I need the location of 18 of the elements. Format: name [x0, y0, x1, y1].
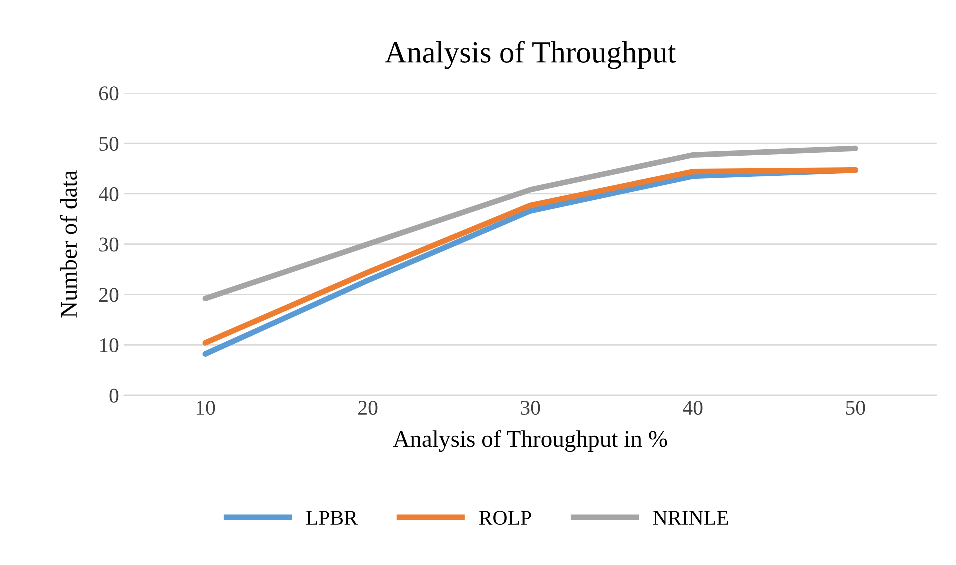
- y-tick-label: 40: [98, 187, 119, 202]
- y-tick-label: 50: [100, 136, 119, 152]
- y-tick-label: 0: [110, 388, 119, 403]
- y-tick-label: 60: [99, 86, 119, 101]
- legend-label: NRINLE: [654, 511, 728, 525]
- y-tick-label: 30: [100, 238, 119, 252]
- chart-title: Analysis of Throughput: [385, 41, 676, 70]
- x-tick-label: 40: [683, 400, 703, 416]
- legend-label: ROLP: [479, 511, 532, 526]
- x-tick-label: 30: [521, 400, 540, 416]
- x-axis-title: Analysis of Throughput in %: [393, 430, 668, 452]
- x-tick-label: 50: [846, 400, 866, 416]
- legend-label: LPBR: [306, 511, 358, 525]
- y-axis-title: Number of data: [60, 170, 78, 318]
- y-tick-label: 10: [100, 338, 119, 353]
- x-tick-label: 10: [196, 400, 216, 416]
- y-tick-label: 20: [100, 288, 119, 302]
- x-tick-label: 20: [358, 400, 378, 416]
